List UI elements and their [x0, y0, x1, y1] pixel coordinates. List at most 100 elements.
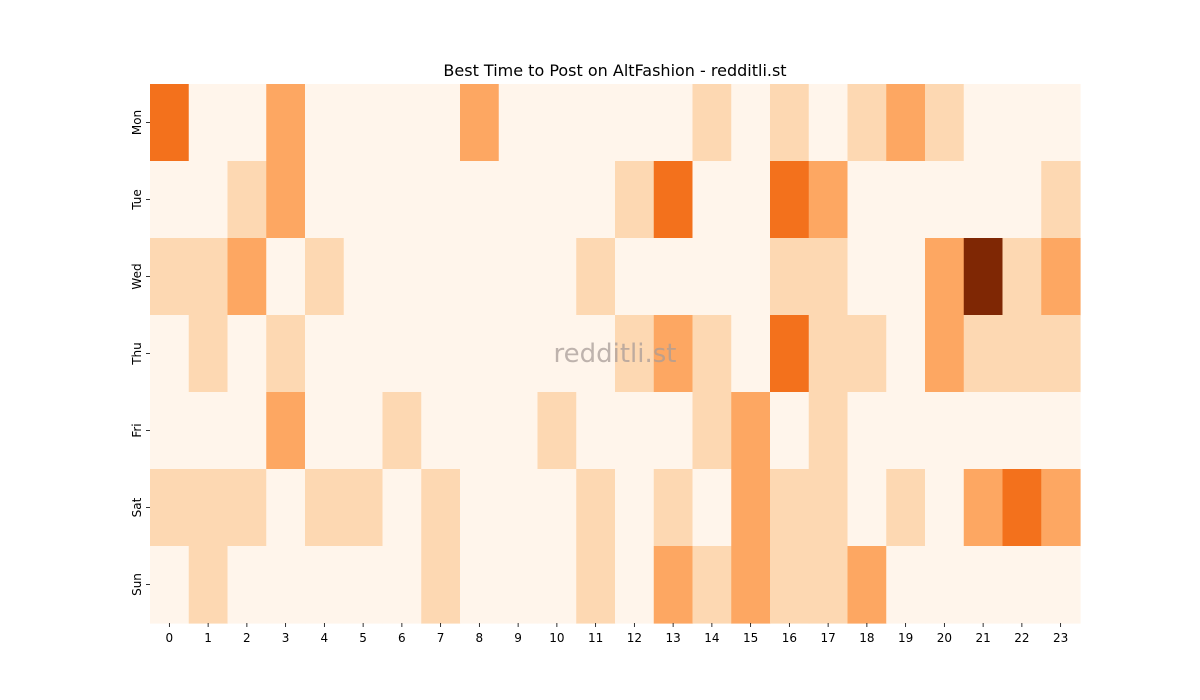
x-tick-label: 16	[782, 631, 797, 645]
x-tick-label: 11	[588, 631, 603, 645]
heatmap-cell-wed-3	[266, 238, 306, 316]
heatmap-cell-mon-11	[576, 84, 616, 162]
heatmap-cell-wed-13	[653, 238, 694, 316]
x-tick-label: 22	[1014, 631, 1029, 645]
y-tick-label: Fri	[130, 423, 144, 437]
heatmap-cell-wed-4	[305, 238, 345, 316]
heatmap-cell-mon-10	[537, 84, 577, 162]
heatmap-cell-thu-10	[537, 315, 577, 393]
heatmap-cell-thu-15	[731, 315, 771, 393]
heatmap-cell-mon-22	[1002, 84, 1042, 162]
heatmap-cell-wed-20	[925, 238, 965, 316]
heatmap-cell-sat-22	[1002, 469, 1042, 547]
heatmap-cell-sat-23	[1041, 469, 1081, 547]
heatmap-cell-wed-12	[615, 238, 655, 316]
x-tick-label: 14	[704, 631, 719, 645]
heatmap-cell-fri-11	[576, 392, 616, 470]
y-tick-label: Tue	[130, 189, 144, 211]
x-tick-label: 2	[243, 631, 251, 645]
heatmap-cell-thu-2	[227, 315, 267, 393]
heatmap-cell-wed-6	[382, 238, 422, 316]
heatmap-cell-fri-3	[266, 392, 306, 470]
heatmap-cell-sun-7	[421, 546, 461, 624]
heatmap-cell-sat-16	[770, 469, 810, 547]
heatmap-cell-sun-18	[847, 546, 887, 624]
heatmap-cell-fri-14	[692, 392, 732, 470]
heatmap-cell-thu-4	[305, 315, 345, 393]
heatmap-cell-mon-18	[847, 84, 887, 162]
heatmap-cell-tue-21	[963, 161, 1004, 239]
heatmap-cell-fri-9	[498, 392, 539, 470]
heatmap-cell-sun-5	[343, 546, 384, 624]
heatmap-cell-mon-13	[653, 84, 694, 162]
x-tick-label: 1	[204, 631, 212, 645]
heatmap-cell-sat-14	[692, 469, 732, 547]
heatmap-cell-mon-6	[382, 84, 422, 162]
x-tick-label: 15	[743, 631, 758, 645]
heatmap-cell-mon-9	[498, 84, 539, 162]
heatmap-cell-wed-7	[421, 238, 461, 316]
heatmap-cell-thu-22	[1002, 315, 1042, 393]
heatmap-cell-sat-17	[808, 469, 849, 547]
x-tick-label: 13	[665, 631, 680, 645]
heatmap-cell-wed-23	[1041, 238, 1081, 316]
heatmap-cell-sat-5	[343, 469, 384, 547]
heatmap-cell-wed-15	[731, 238, 771, 316]
x-tick-label: 10	[549, 631, 564, 645]
heatmap-cell-wed-10	[537, 238, 577, 316]
y-tick-label: Sun	[130, 573, 144, 596]
heatmap-cell-fri-4	[305, 392, 345, 470]
x-tick-label: 0	[166, 631, 174, 645]
heatmap-cell-sun-23	[1041, 546, 1081, 624]
heatmap-cell-sun-6	[382, 546, 422, 624]
heatmap-cell-sat-9	[498, 469, 539, 547]
heatmap-cell-sat-3	[266, 469, 306, 547]
heatmap-cell-thu-18	[847, 315, 887, 393]
heatmap-cell-mon-17	[808, 84, 849, 162]
heatmap-cell-fri-12	[615, 392, 655, 470]
heatmap-cell-tue-0	[150, 161, 190, 239]
x-tick-label: 5	[359, 631, 367, 645]
heatmap-cell-fri-5	[343, 392, 384, 470]
heatmap-cell-fri-8	[460, 392, 500, 470]
heatmap-cell-sun-19	[886, 546, 926, 624]
heatmap-cell-fri-16	[770, 392, 810, 470]
heatmap-cell-sun-4	[305, 546, 345, 624]
heatmap-cell-fri-0	[150, 392, 190, 470]
x-tick-label: 17	[820, 631, 835, 645]
heatmap-cell-sun-21	[963, 546, 1004, 624]
heatmap-cell-fri-7	[421, 392, 461, 470]
x-axis: 0 1 2 3 4 5 6 7 8 9 10 11 12 13 14 15 16 17 18 19 20 21 22 23	[166, 623, 1068, 645]
heatmap-cell-sun-8	[460, 546, 500, 624]
heatmap-cell-fri-19	[886, 392, 926, 470]
heatmap-cell-thu-3	[266, 315, 306, 393]
heatmap-cell-sat-2	[227, 469, 267, 547]
x-tick-label: 8	[476, 631, 484, 645]
heatmap-cell-tue-19	[886, 161, 926, 239]
x-tick-label: 20	[937, 631, 952, 645]
heatmap-cell-mon-8	[460, 84, 500, 162]
heatmap-cell-sat-0	[150, 469, 190, 547]
heatmap-cell-fri-6	[382, 392, 422, 470]
heatmap-cell-fri-21	[963, 392, 1004, 470]
heatmap-cell-sat-18	[847, 469, 887, 547]
heatmap-cell-sat-7	[421, 469, 461, 547]
heatmap-cell-thu-5	[343, 315, 384, 393]
heatmap-cell-sat-13	[653, 469, 694, 547]
heatmap-cell-sat-6	[382, 469, 422, 547]
y-tick-label: Wed	[130, 263, 144, 289]
heatmap-cell-sat-19	[886, 469, 926, 547]
x-tick-label: 18	[859, 631, 874, 645]
heatmap-cell-mon-2	[227, 84, 267, 162]
heatmap-cell-sun-14	[692, 546, 732, 624]
heatmap-cell-sat-8	[460, 469, 500, 547]
heatmap-cell-wed-11	[576, 238, 616, 316]
heatmap-cell-sun-0	[150, 546, 190, 624]
heatmap-cell-sat-15	[731, 469, 771, 547]
heatmap-cell-wed-0	[150, 238, 190, 316]
heatmap-cell-wed-2	[227, 238, 267, 316]
heatmap-cell-tue-20	[925, 161, 965, 239]
x-tick-label: 3	[282, 631, 290, 645]
heatmap-cell-thu-12	[615, 315, 655, 393]
